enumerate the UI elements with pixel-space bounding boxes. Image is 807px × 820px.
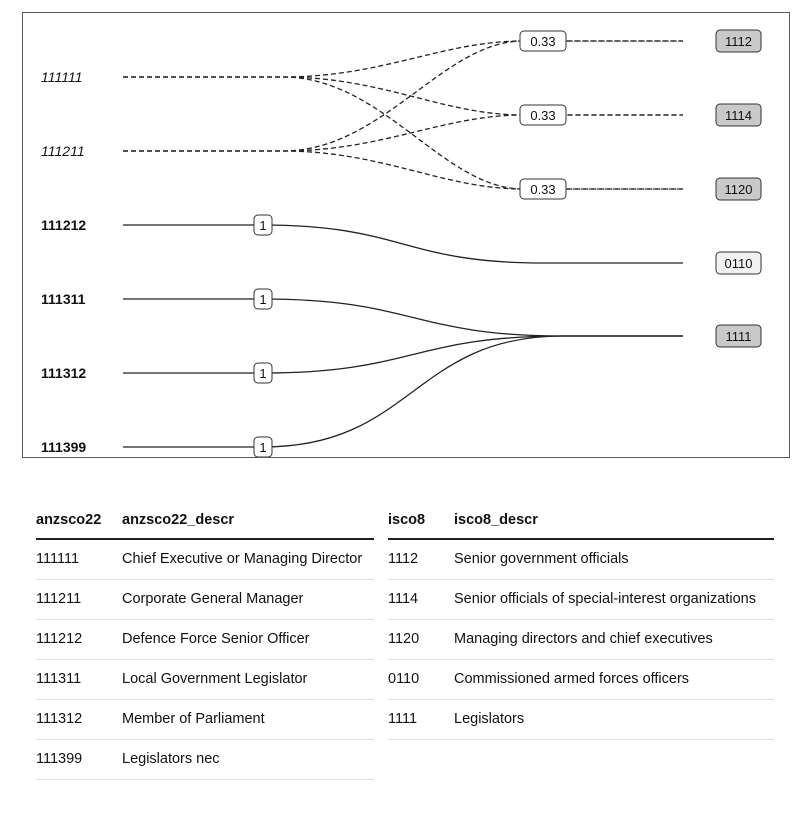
table-row: 1114 Senior officials of special-interes… [388,579,774,620]
weight-label-1114: 0.33 [519,104,567,126]
table-cell: 1120 [388,619,454,660]
weight-label-1112: 0.33 [519,30,567,52]
table-cell: 1114 [388,579,454,620]
table-row: 111311 Local Government Legislator [36,659,374,700]
weight-label-111399-text: 1 [259,440,266,455]
table-row: 111211 Corporate General Manager [36,579,374,620]
table-header-row: anzsco22 anzsco22_descr [36,498,374,540]
link-111212-to-0110 [123,224,683,264]
table-cell: 111311 [36,659,122,700]
link-111111-to-1120 [123,76,683,190]
table-cell: 111312 [36,699,122,740]
target-node-0110: 0110 [715,251,762,275]
target-box [715,177,762,201]
isco8-table: isco8 isco8_descr 1112 Senior government… [388,498,774,740]
weight-label-1120: 0.33 [519,178,567,200]
table-cell: Chief Executive or Managing Director [122,539,374,580]
links-group [123,40,683,448]
anzsco22-table: anzsco22 anzsco22_descr 111111 Chief Exe… [36,498,374,780]
target-node-1114: 1114 [715,103,762,127]
weight-label-111311-box [253,288,273,310]
target-label: 1120 [725,182,753,197]
weight-label-111312-text: 1 [259,366,266,381]
table-header-row: isco8 isco8_descr [388,498,774,540]
table-cell: 111211 [36,579,122,620]
weight-label-111312: 1 [253,362,273,384]
source-label-111311: 111311 [41,291,86,307]
crosswalk-diagram: 111111 111211 111212 111311 111312 111399 0.33… [22,12,790,458]
weight-label-1114-box [519,104,567,126]
link-111312-to-1111 [123,335,683,374]
weight-label-111399-box [253,436,273,457]
table-row: 1120 Managing directors and chief execut… [388,619,774,660]
table-cell: Senior officials of special-interest org… [454,579,774,620]
table-cell: Corporate General Manager [122,579,374,620]
weight-label-111212: 1 [253,214,273,236]
target-label: 1114 [725,108,752,123]
table-cell: 111111 [36,539,122,580]
table-cell: Managing directors and chief executives [454,619,774,660]
source-label-111111: 111111 [41,69,83,85]
column-header: isco8_descr [454,498,774,540]
weight-label-111399: 1 [253,436,273,457]
table-cell: Senior government officials [454,539,774,580]
source-label-111399: 111399 [41,439,86,455]
weight-label-1114-text: 0.33 [530,108,555,123]
table-row: 111111 Chief Executive or Managing Direc… [36,539,374,580]
source-label-111312: 111312 [41,365,86,381]
table-cell: 1112 [388,539,454,580]
table-cell: 111399 [36,739,122,780]
table-row: 111212 Defence Force Senior Officer [36,619,374,660]
table-cell: Legislators [454,699,774,740]
table-row: 1112 Senior government officials [388,539,774,580]
target-box [715,251,762,275]
table-row: 0110 Commissioned armed forces officers [388,659,774,700]
link-111211-to-1112 [123,40,683,152]
target-label: 0110 [725,256,753,271]
target-label: 1112 [725,34,752,49]
table-cell: 0110 [388,659,454,700]
weight-label-1120-box [519,178,567,200]
table-cell: 1111 [388,699,454,740]
column-header: isco8 [388,498,454,540]
weight-label-111311-text: 1 [259,292,266,307]
target-node-1111: 1111 [715,324,762,348]
table-cell: Defence Force Senior Officer [122,619,374,660]
weight-label-111312-box [253,362,273,384]
column-header: anzsco22 [36,498,122,540]
target-label: 1111 [725,329,751,344]
column-header: anzsco22_descr [122,498,374,540]
source-label-111212: 111212 [41,217,86,233]
table-cell: Member of Parliament [122,699,374,740]
table-row: 111312 Member of Parliament [36,699,374,740]
source-label-111211: 111211 [41,143,85,159]
weight-label-1112-box [519,30,567,52]
table-row: 111399 Legislators nec [36,739,374,780]
table-cell: Local Government Legislator [122,659,374,700]
link-111311-to-1111 [123,298,683,337]
link-111111-to-1112 [123,40,683,78]
target-box [715,29,762,53]
target-node-1112: 1112 [715,29,762,53]
link-111211-to-1120 [123,150,683,190]
table-row: 1111 Legislators [388,699,774,740]
link-111399-to-1111 [123,335,683,448]
target-box [715,103,762,127]
weight-label-1120-text: 0.33 [530,182,555,197]
link-111111-to-1114 [123,76,683,116]
link-111211-to-1114 [123,114,683,152]
target-node-1120: 1120 [715,177,762,201]
crosswalk-diagram-svg: 1111111112111112121113111113121113990.33… [41,29,762,457]
weight-label-111311: 1 [253,288,273,310]
table-cell: Commissioned armed forces officers [454,659,774,700]
target-box [715,324,762,348]
table-cell: Legislators nec [122,739,374,780]
weight-label-111212-box [253,214,273,236]
weight-label-111212-text: 1 [259,218,266,233]
weight-label-1112-text: 0.33 [530,34,555,49]
table-cell: 111212 [36,619,122,660]
